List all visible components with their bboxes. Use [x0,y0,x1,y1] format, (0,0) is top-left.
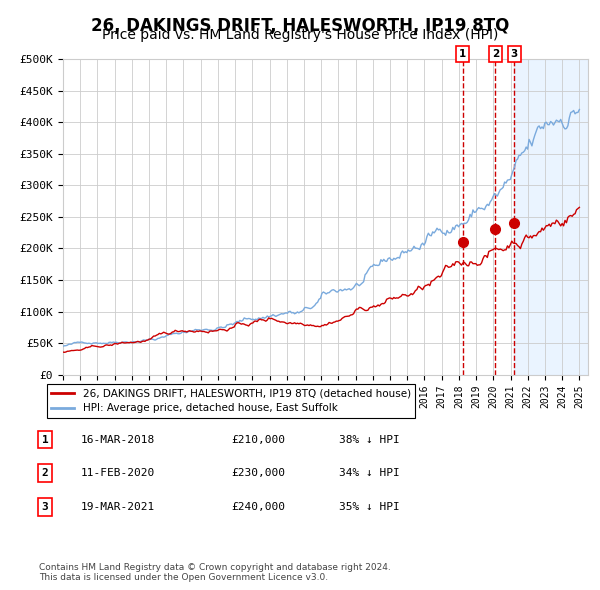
Text: £230,000: £230,000 [231,468,285,478]
Text: 38% ↓ HPI: 38% ↓ HPI [339,435,400,444]
Text: 16-MAR-2018: 16-MAR-2018 [81,435,155,444]
Text: 3: 3 [41,502,49,512]
Text: 2: 2 [492,49,499,59]
Text: 26, DAKINGS DRIFT, HALESWORTH, IP19 8TQ: 26, DAKINGS DRIFT, HALESWORTH, IP19 8TQ [91,17,509,35]
Text: 11-FEB-2020: 11-FEB-2020 [81,468,155,478]
Text: Contains HM Land Registry data © Crown copyright and database right 2024.
This d: Contains HM Land Registry data © Crown c… [39,563,391,582]
Text: Price paid vs. HM Land Registry's House Price Index (HPI): Price paid vs. HM Land Registry's House … [102,28,498,42]
Text: 1: 1 [459,49,466,59]
Bar [514,59,588,375]
Legend: 26, DAKINGS DRIFT, HALESWORTH, IP19 8TQ (detached house), HPI: Average price, de: 26, DAKINGS DRIFT, HALESWORTH, IP19 8TQ … [47,384,415,418]
Text: £210,000: £210,000 [231,435,285,444]
Text: 34% ↓ HPI: 34% ↓ HPI [339,468,400,478]
Text: 3: 3 [511,49,518,59]
Text: 2: 2 [41,468,49,478]
Text: 19-MAR-2021: 19-MAR-2021 [81,502,155,512]
Text: 1: 1 [41,435,49,444]
Text: £240,000: £240,000 [231,502,285,512]
Text: 35% ↓ HPI: 35% ↓ HPI [339,502,400,512]
